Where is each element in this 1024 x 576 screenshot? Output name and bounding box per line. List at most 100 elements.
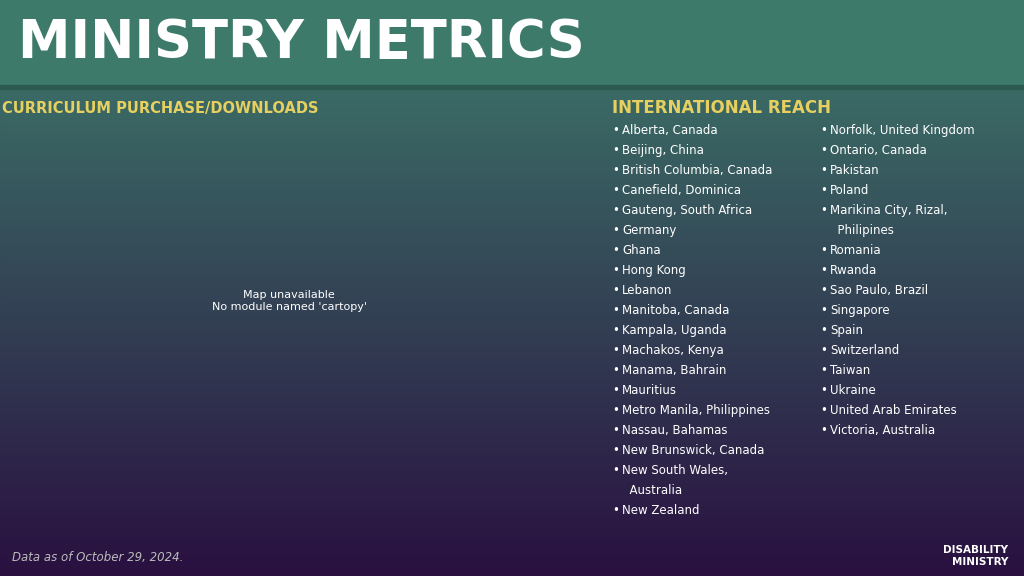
Bar: [0, 21, 1024, 23]
Bar: [0, 138, 1024, 140]
Text: Kampala, Uganda: Kampala, Uganda: [622, 324, 726, 337]
Bar: [0, 304, 1024, 305]
Bar: [0, 384, 1024, 386]
Bar: [0, 530, 1024, 532]
Bar: [0, 416, 1024, 419]
Text: INTERNATIONAL REACH: INTERNATIONAL REACH: [612, 99, 831, 117]
Bar: [0, 284, 1024, 286]
Bar: [0, 40, 1024, 42]
Bar: [0, 134, 1024, 137]
Bar: [0, 42, 1024, 44]
Bar: [0, 71, 1024, 73]
Text: Marikina City, Rizal,: Marikina City, Rizal,: [830, 204, 947, 217]
Bar: [0, 157, 1024, 160]
Bar: [0, 184, 1024, 186]
Text: •: •: [612, 344, 618, 357]
Bar: [0, 517, 1024, 518]
Text: •: •: [820, 284, 826, 297]
Bar: [0, 230, 1024, 232]
Bar: [0, 82, 1024, 85]
Bar: [0, 411, 1024, 413]
Bar: [0, 226, 1024, 229]
Text: •: •: [820, 264, 826, 277]
Text: •: •: [820, 384, 826, 397]
Bar: [0, 480, 1024, 482]
Text: •: •: [820, 204, 826, 217]
Bar: [0, 131, 1024, 132]
Bar: [0, 13, 1024, 16]
Bar: [0, 10, 1024, 12]
Bar: [0, 461, 1024, 463]
Bar: [0, 188, 1024, 190]
Bar: [0, 278, 1024, 281]
Bar: [0, 396, 1024, 397]
Bar: [0, 367, 1024, 369]
Bar: [0, 509, 1024, 511]
Bar: [0, 169, 1024, 171]
Bar: [0, 449, 1024, 451]
Bar: [0, 365, 1024, 367]
Text: •: •: [612, 224, 618, 237]
Text: Poland: Poland: [830, 184, 869, 197]
Bar: [0, 420, 1024, 422]
Bar: [0, 309, 1024, 311]
Text: Machakos, Kenya: Machakos, Kenya: [622, 344, 724, 357]
Text: Lebanon: Lebanon: [622, 284, 673, 297]
Bar: [0, 351, 1024, 353]
Bar: [0, 200, 1024, 202]
Bar: [0, 294, 1024, 295]
Bar: [0, 526, 1024, 528]
Bar: [0, 369, 1024, 370]
Bar: [0, 29, 1024, 31]
Bar: [0, 353, 1024, 355]
Bar: [0, 46, 1024, 48]
Text: •: •: [820, 324, 826, 337]
Bar: [0, 319, 1024, 321]
Bar: [0, 468, 1024, 471]
Bar: [0, 115, 1024, 117]
Bar: [0, 102, 1024, 104]
Bar: [0, 128, 1024, 131]
Text: Ukraine: Ukraine: [830, 384, 876, 397]
Bar: [0, 255, 1024, 257]
Bar: [0, 163, 1024, 165]
Bar: [0, 59, 1024, 62]
Text: •: •: [612, 304, 618, 317]
Bar: [0, 514, 1024, 517]
Bar: [0, 553, 1024, 555]
Text: •: •: [612, 264, 618, 277]
Bar: [0, 282, 1024, 284]
Bar: [0, 58, 1024, 59]
Text: MINISTRY METRICS: MINISTRY METRICS: [18, 17, 585, 69]
Bar: [0, 261, 1024, 263]
Bar: [0, 123, 1024, 125]
Bar: [0, 482, 1024, 484]
Bar: [0, 171, 1024, 173]
Bar: [0, 253, 1024, 255]
Text: Germany: Germany: [622, 224, 677, 237]
Bar: [0, 33, 1024, 35]
Bar: [0, 570, 1024, 572]
Text: •: •: [612, 464, 618, 477]
Bar: [0, 180, 1024, 183]
Text: Metro Manila, Philippines: Metro Manila, Philippines: [622, 404, 770, 417]
Text: Canefield, Dominica: Canefield, Dominica: [622, 184, 741, 197]
Bar: [0, 190, 1024, 192]
Bar: [0, 160, 1024, 161]
Bar: [0, 566, 1024, 569]
Bar: [0, 196, 1024, 198]
Bar: [0, 524, 1024, 526]
Bar: [0, 96, 1024, 98]
Bar: [0, 77, 1024, 79]
Bar: [0, 350, 1024, 351]
Bar: [0, 409, 1024, 411]
Bar: [0, 388, 1024, 390]
Bar: [0, 0, 1024, 86]
Text: Manama, Bahrain: Manama, Bahrain: [622, 364, 726, 377]
Text: •: •: [612, 364, 618, 377]
Bar: [0, 56, 1024, 58]
Bar: [0, 432, 1024, 434]
Bar: [0, 161, 1024, 163]
Bar: [0, 363, 1024, 365]
Bar: [0, 428, 1024, 430]
